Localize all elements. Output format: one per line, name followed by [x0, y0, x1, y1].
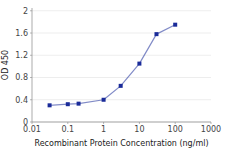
grid-line [32, 99, 211, 100]
y-tick-label: 1.2 [15, 51, 28, 60]
y-axis-line [32, 8, 33, 122]
y-tick-label: 1.6 [15, 29, 28, 38]
marker [77, 102, 81, 106]
y-axis-label: OD 450 [1, 50, 10, 80]
y-tick-label: 2 [23, 7, 28, 16]
marker [154, 32, 158, 36]
x-axis-line [32, 122, 211, 123]
grid-line [32, 10, 211, 11]
x-tick-label: 100 [168, 125, 183, 134]
x-axis-label: Recombinant Protein Concentration (ng/ml… [34, 139, 208, 148]
x-tick-label: 1000 [201, 125, 221, 134]
grid-line [32, 77, 211, 78]
x-tick-label: 0.01 [23, 125, 41, 134]
y-tick-label: 0.8 [15, 73, 28, 82]
x-tick-label: 0.1 [61, 125, 74, 134]
marker [173, 23, 177, 27]
grid-line [32, 33, 211, 34]
marker [137, 62, 141, 66]
marker [66, 102, 70, 106]
line [50, 25, 176, 106]
y-tick-label: 0.4 [15, 96, 28, 105]
x-tick-label: 1 [101, 125, 106, 134]
marker [119, 84, 123, 88]
grid-line [32, 55, 211, 56]
grid-line [32, 122, 211, 123]
chart-container: 00.40.81.21.620.010.11101001000Recombina… [0, 0, 225, 150]
marker [48, 103, 52, 107]
x-tick-label: 10 [134, 125, 144, 134]
marker [102, 98, 106, 102]
chart-svg: 00.40.81.21.620.010.11101001000Recombina… [0, 0, 225, 150]
plot-area [48, 23, 178, 108]
